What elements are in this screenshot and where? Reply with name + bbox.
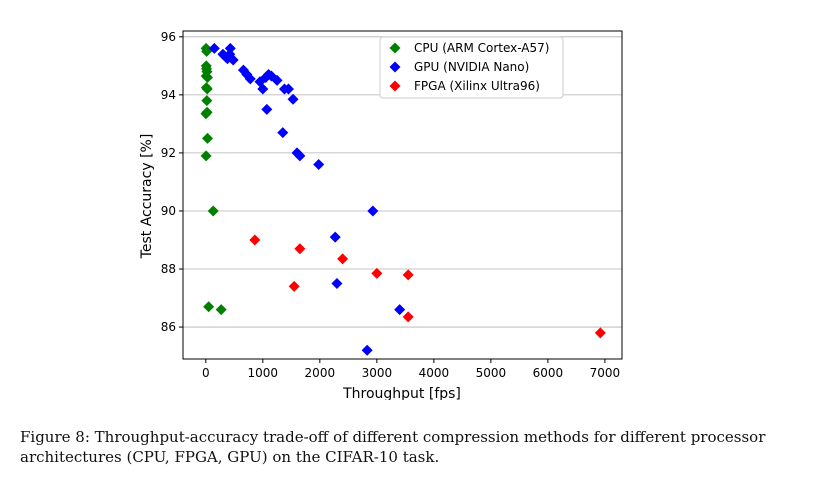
data-point bbox=[200, 150, 212, 162]
data-points bbox=[200, 42, 606, 356]
y-axis-ticks: 86 88 90 92 94 96 bbox=[161, 30, 183, 334]
legend-label: FPGA (Xilinx Ultra96) bbox=[414, 79, 540, 93]
y-tick-label: 94 bbox=[161, 88, 176, 102]
data-point bbox=[329, 231, 341, 243]
data-point bbox=[202, 132, 214, 144]
legend-marker bbox=[389, 61, 401, 73]
data-point bbox=[257, 83, 269, 95]
data-point bbox=[594, 327, 606, 339]
data-point bbox=[287, 93, 299, 105]
y-tick-label: 88 bbox=[161, 262, 176, 276]
figure-caption: Figure 8: Throughput-accuracy trade-off … bbox=[20, 428, 766, 466]
data-point bbox=[361, 344, 373, 356]
data-point bbox=[201, 83, 213, 95]
legend-box bbox=[379, 36, 564, 99]
data-point bbox=[331, 278, 343, 290]
legend-marker bbox=[389, 42, 401, 54]
data-point bbox=[202, 71, 214, 83]
x-tick-label: 4000 bbox=[419, 366, 450, 380]
data-point bbox=[261, 103, 273, 115]
plot-area-frame bbox=[182, 30, 623, 360]
data-point bbox=[313, 159, 325, 171]
y-tick-label: 90 bbox=[161, 204, 176, 218]
x-axis-ticks: 0 1000 2000 3000 4000 5000 6000 7000 bbox=[202, 359, 620, 380]
x-tick-label: 0 bbox=[202, 366, 210, 380]
data-point bbox=[244, 73, 256, 85]
data-point bbox=[249, 234, 261, 246]
y-tick-label: 96 bbox=[161, 30, 176, 44]
legend-label: GPU (NVIDIA Nano) bbox=[414, 60, 529, 74]
data-point bbox=[294, 243, 306, 255]
legend-label: CPU (ARM Cortex-A57) bbox=[414, 41, 549, 55]
x-tick-label: 2000 bbox=[305, 366, 336, 380]
y-axis-label: Test Accuracy [%] bbox=[139, 134, 155, 260]
data-point bbox=[208, 42, 220, 54]
data-point bbox=[207, 205, 219, 217]
legend: CPU (ARM Cortex-A57) GPU (NVIDIA Nano) FPG… bbox=[379, 36, 564, 99]
data-point bbox=[282, 83, 294, 95]
data-point bbox=[288, 280, 300, 292]
data-point bbox=[215, 304, 227, 316]
data-point bbox=[367, 205, 379, 217]
x-tick-label: 7000 bbox=[590, 366, 621, 380]
data-point bbox=[337, 253, 349, 265]
data-point bbox=[203, 301, 215, 313]
scatter-chart: 86 88 90 92 94 96 0 1000 2000 3000 4000 5000 6000 70… bbox=[139, 30, 623, 400]
x-tick-label: 6000 bbox=[533, 366, 564, 380]
data-point bbox=[201, 106, 213, 118]
legend-marker bbox=[389, 80, 401, 92]
y-tick-label: 92 bbox=[161, 146, 176, 160]
data-point bbox=[224, 42, 236, 54]
data-point bbox=[402, 311, 414, 323]
data-point bbox=[277, 127, 289, 139]
data-point bbox=[294, 150, 306, 162]
x-tick-label: 3000 bbox=[362, 366, 393, 380]
data-point bbox=[271, 74, 283, 86]
data-point bbox=[227, 54, 239, 66]
data-point bbox=[402, 269, 414, 281]
data-point bbox=[371, 267, 383, 279]
data-point bbox=[394, 304, 406, 316]
x-axis-label: Throughput [fps] bbox=[342, 386, 461, 400]
data-point bbox=[201, 95, 213, 107]
x-tick-label: 1000 bbox=[248, 366, 279, 380]
x-tick-label: 5000 bbox=[476, 366, 507, 380]
y-tick-label: 86 bbox=[161, 320, 176, 334]
